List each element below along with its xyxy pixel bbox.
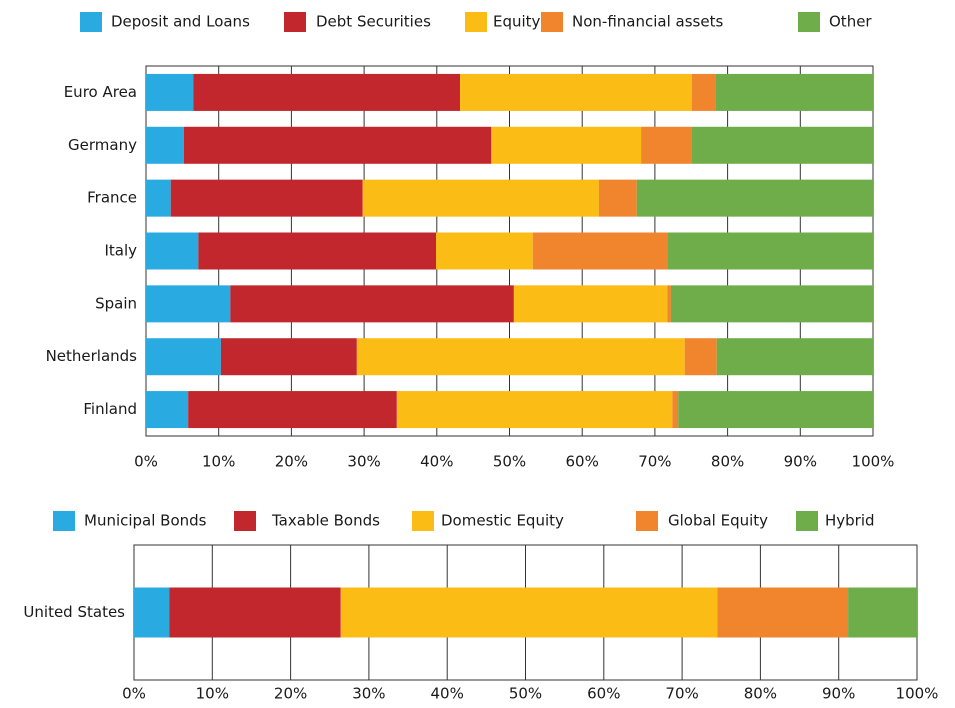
- y-tick-label: Euro Area: [64, 83, 137, 101]
- x-tick-label: 50%: [509, 685, 542, 703]
- x-tick-label: 80%: [744, 685, 777, 703]
- bar-segment: [396, 391, 673, 429]
- x-tick-label: 10%: [196, 685, 229, 703]
- bar-segment: [220, 338, 357, 376]
- legend-label: Taxable Bonds: [271, 512, 380, 530]
- legend-label: Non-financial assets: [572, 13, 723, 31]
- bar-segment: [691, 73, 716, 111]
- bar-segment: [667, 232, 873, 270]
- bar-segment: [848, 587, 917, 638]
- x-tick-label: 40%: [420, 453, 453, 471]
- legend-label: Global Equity: [668, 512, 768, 530]
- x-tick-label: 100%: [896, 685, 939, 703]
- bar-segment: [146, 73, 194, 111]
- legend-label: Debt Securities: [316, 13, 431, 31]
- bar-segment: [491, 126, 642, 164]
- legend-swatch: [53, 511, 75, 531]
- x-tick-label: 60%: [587, 685, 620, 703]
- bar-segment: [717, 587, 849, 638]
- bar-segment: [598, 179, 637, 217]
- bar-segment: [356, 338, 685, 376]
- bar-segment: [362, 179, 599, 217]
- bar-segment: [716, 338, 873, 376]
- bar-segment: [672, 391, 679, 429]
- bar-segment: [146, 338, 221, 376]
- x-tick-label: 70%: [638, 453, 671, 471]
- bar-segment: [169, 587, 341, 638]
- bar-segment: [146, 391, 189, 429]
- legend-label: Equity: [493, 13, 541, 31]
- bar-segment: [715, 73, 873, 111]
- bar-segment: [667, 285, 671, 323]
- x-tick-label: 80%: [711, 453, 744, 471]
- x-tick-label: 90%: [784, 453, 817, 471]
- bar-segment: [198, 232, 437, 270]
- bar-segment: [170, 179, 363, 217]
- x-tick-label: 100%: [852, 453, 895, 471]
- y-tick-label: France: [87, 189, 137, 207]
- y-tick-label: Finland: [83, 400, 137, 418]
- bar-segment: [146, 285, 231, 323]
- bar-segment: [146, 126, 184, 164]
- y-tick-label: Germany: [68, 136, 137, 154]
- legend-swatch: [80, 12, 102, 32]
- x-tick-label: 20%: [274, 685, 307, 703]
- legend-swatch: [636, 511, 658, 531]
- x-tick-label: 40%: [431, 685, 464, 703]
- legend-swatch: [284, 12, 306, 32]
- y-tick-label: Italy: [104, 242, 137, 260]
- legend-swatch: [412, 511, 434, 531]
- x-tick-label: 0%: [122, 685, 146, 703]
- legend-swatch: [796, 511, 818, 531]
- x-tick-label: 70%: [665, 685, 698, 703]
- legend-swatch: [234, 511, 256, 531]
- x-tick-label: 0%: [134, 453, 158, 471]
- x-tick-label: 30%: [347, 453, 380, 471]
- bar-segment: [684, 338, 717, 376]
- x-tick-label: 50%: [493, 453, 526, 471]
- bar-segment: [230, 285, 514, 323]
- bar-segment: [513, 285, 668, 323]
- bar-segment: [670, 285, 873, 323]
- x-tick-label: 60%: [566, 453, 599, 471]
- bar-segment: [146, 232, 199, 270]
- legend-swatch: [798, 12, 820, 32]
- legend-label: Other: [829, 13, 872, 31]
- x-tick-label: 10%: [202, 453, 235, 471]
- legend-label: Municipal Bonds: [84, 512, 207, 530]
- legend-label: Deposit and Loans: [111, 13, 250, 31]
- bar-segment: [436, 232, 533, 270]
- legend-label: Hybrid: [825, 512, 875, 530]
- y-tick-label: Netherlands: [46, 347, 138, 365]
- legend-swatch: [465, 12, 487, 32]
- bar-segment: [340, 587, 718, 638]
- bar-segment: [134, 587, 170, 638]
- bar-segment: [188, 391, 397, 429]
- bar-segment: [460, 73, 692, 111]
- legend-label: Domestic Equity: [441, 512, 564, 530]
- x-tick-label: 30%: [352, 685, 385, 703]
- x-tick-label: 20%: [275, 453, 308, 471]
- bar-segment: [691, 126, 873, 164]
- bar-segment: [641, 126, 692, 164]
- y-tick-label: United States: [23, 603, 125, 621]
- bar-segment: [146, 179, 171, 217]
- y-tick-label: Spain: [95, 294, 137, 312]
- bar-segment: [636, 179, 873, 217]
- bar-segment: [532, 232, 668, 270]
- bar-segment: [678, 391, 873, 429]
- bar-segment: [183, 126, 492, 164]
- bar-segment: [193, 73, 461, 111]
- x-tick-label: 90%: [822, 685, 855, 703]
- legend-swatch: [541, 12, 563, 32]
